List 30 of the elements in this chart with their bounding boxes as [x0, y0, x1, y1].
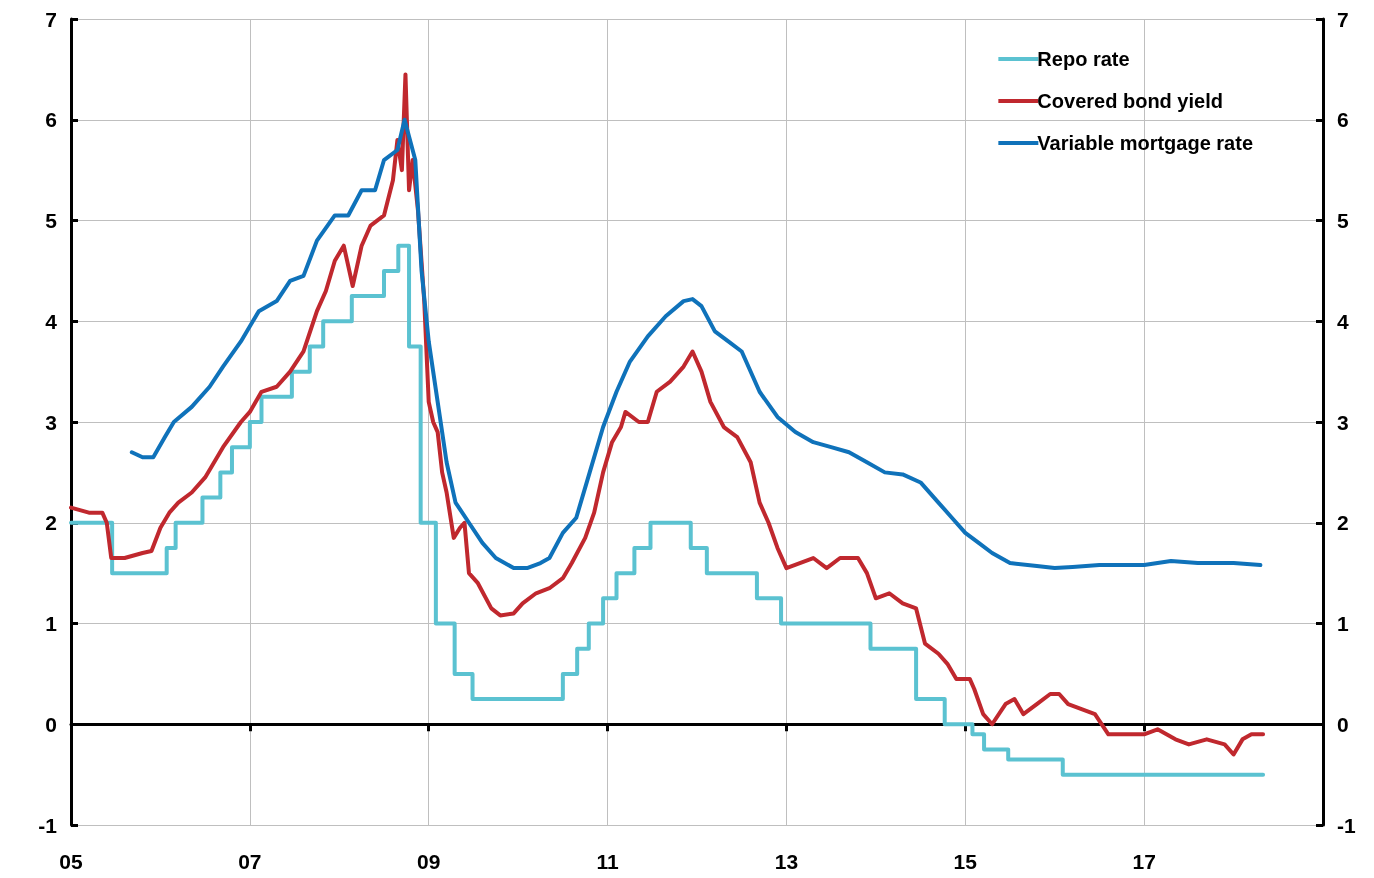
x-tick-label: 17 [1132, 850, 1156, 873]
x-tick-label: 05 [59, 850, 83, 873]
line-series [69, 72, 1266, 757]
y-tick-label: 2 [45, 511, 57, 535]
y-tick-label: 7 [45, 7, 57, 31]
legend-label: Repo rate [1037, 48, 1130, 70]
x-tick-label: 13 [774, 850, 799, 873]
y2-tick-label: 4 [1337, 309, 1349, 333]
legend-label: Variable mortgage rate [1037, 132, 1254, 154]
line-series [129, 117, 1263, 571]
y-tick-label: 4 [45, 309, 58, 333]
y-tick-label: 5 [45, 209, 58, 232]
x-tick-label: 07 [238, 850, 262, 873]
y2-tick-label: 5 [1337, 209, 1349, 232]
y2-tick-label: 0 [1337, 712, 1349, 736]
legend-label: Covered bond yield [1037, 90, 1223, 112]
y-tick-label: 6 [45, 108, 57, 132]
y2-tick-label: 3 [1337, 410, 1349, 434]
y2-tick-label: 6 [1337, 108, 1349, 132]
y-tick-label: -1 [38, 813, 58, 837]
y-tick-label: 3 [45, 410, 57, 434]
y-tick-label: 0 [45, 712, 57, 736]
y2-tick-label: 1 [1337, 612, 1349, 635]
y2-tick-label: 2 [1337, 511, 1349, 535]
y2-tick-label: -1 [1337, 813, 1356, 837]
y2-tick-label: 7 [1337, 7, 1349, 31]
x-tick-label: 15 [953, 850, 978, 873]
x-tick-label: 11 [596, 850, 619, 873]
y-tick-label: 1 [45, 612, 58, 635]
x-tick-label: 09 [417, 850, 441, 873]
